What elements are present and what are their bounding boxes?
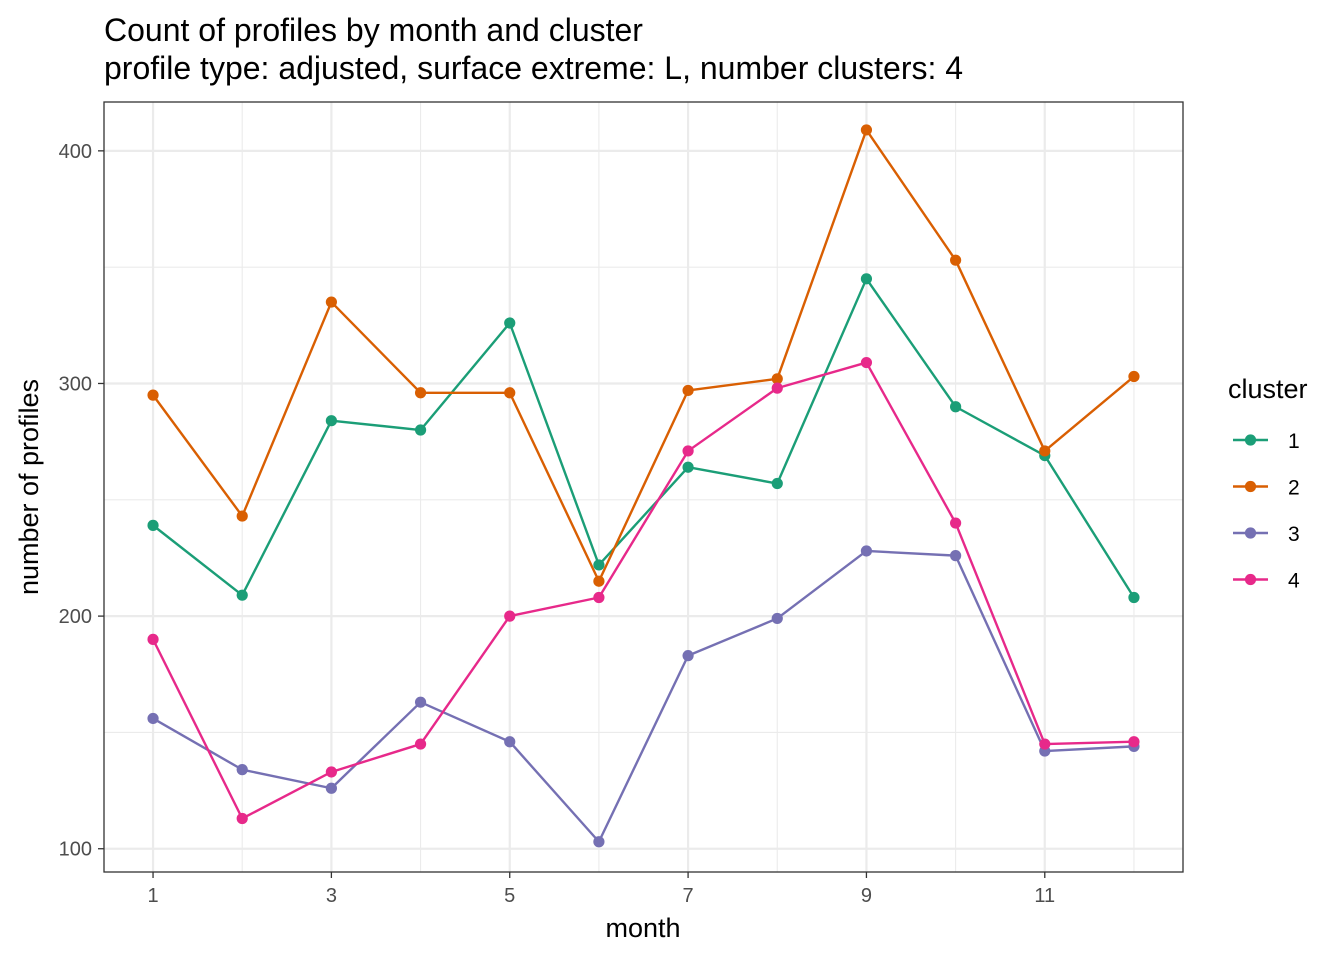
data-point	[236, 812, 248, 825]
data-point	[682, 461, 694, 473]
series-1	[147, 273, 1140, 604]
series-layer	[147, 124, 1140, 848]
y-tick-label: 100	[59, 839, 92, 861]
series-4	[147, 356, 1140, 825]
data-point	[414, 387, 427, 399]
data-point	[1128, 736, 1140, 748]
data-point	[236, 510, 248, 522]
y-tick-label: 400	[59, 141, 92, 163]
data-point	[414, 738, 427, 750]
data-point	[504, 317, 516, 329]
legend-item-2: 2	[1233, 477, 1300, 500]
data-point	[771, 382, 783, 394]
data-point	[236, 589, 248, 601]
chart-subtitle: profile type: adjusted, surface extreme:…	[104, 50, 963, 86]
data-point	[1039, 738, 1051, 750]
data-point	[593, 591, 605, 604]
data-point	[593, 575, 605, 587]
data-point	[147, 389, 159, 401]
legend-item-1: 1	[1233, 430, 1300, 453]
legend-key-point	[1244, 573, 1257, 586]
legend-key-point	[1244, 434, 1257, 446]
data-point	[860, 356, 873, 369]
legend-item-4: 4	[1233, 570, 1300, 593]
data-point	[682, 445, 694, 457]
data-point	[414, 696, 427, 708]
x-tick-label: 3	[326, 885, 337, 907]
legend-title: cluster	[1228, 374, 1308, 404]
y-tick-label: 300	[59, 373, 92, 395]
data-point	[860, 124, 873, 136]
chart-title: Count of profiles by month and cluster	[104, 12, 643, 48]
x-tick-label: 9	[861, 885, 872, 907]
data-point	[504, 387, 516, 399]
data-point	[860, 545, 873, 557]
data-point	[147, 633, 159, 645]
y-axis-title: number of profiles	[14, 379, 44, 595]
axes: 1 3 5 7 9 11 100 200 300 400	[59, 141, 1056, 907]
data-point	[682, 384, 694, 397]
x-tick-label: 11	[1034, 885, 1055, 907]
data-point	[860, 273, 873, 285]
y-tick-label: 200	[59, 606, 92, 628]
legend-item-3: 3	[1233, 523, 1300, 546]
legend-key-point	[1244, 527, 1257, 539]
data-point	[1039, 445, 1051, 457]
legend-key-point	[1244, 480, 1257, 493]
series-line-2	[152, 128, 1135, 583]
data-point	[771, 612, 783, 625]
series-2	[147, 124, 1140, 587]
data-point	[593, 836, 605, 848]
data-point	[950, 254, 962, 266]
series-3	[147, 545, 1140, 848]
data-point	[325, 296, 337, 308]
data-point	[593, 559, 605, 571]
data-point	[1128, 591, 1140, 604]
data-point	[1128, 370, 1140, 383]
data-point	[325, 782, 337, 794]
data-point	[325, 415, 337, 427]
x-tick-label: 7	[683, 885, 694, 907]
x-tick-label: 1	[147, 885, 158, 907]
data-point	[147, 519, 159, 531]
data-point	[325, 766, 337, 778]
data-point	[950, 401, 962, 413]
legend: cluster 1 2 3 4	[1228, 374, 1308, 593]
x-axis-title: month	[605, 913, 680, 943]
data-point	[950, 517, 962, 529]
series-line-1	[152, 277, 1135, 599]
data-point	[504, 610, 516, 622]
plot-panel-border	[103, 101, 1184, 873]
series-line-4	[151, 361, 1134, 820]
data-point	[147, 712, 159, 725]
data-point	[771, 373, 783, 385]
data-point	[682, 650, 694, 662]
legend-items: 1 2 3 4	[1233, 430, 1300, 593]
data-point	[504, 736, 516, 748]
data-point	[950, 550, 962, 562]
legend-label: 4	[1288, 570, 1300, 593]
x-tick-label: 5	[504, 885, 515, 907]
series-line-3	[152, 549, 1135, 843]
data-point	[414, 424, 427, 436]
data-point	[236, 764, 248, 776]
legend-label: 1	[1288, 430, 1300, 453]
legend-label: 2	[1288, 477, 1300, 500]
data-point	[771, 477, 783, 490]
legend-label: 3	[1288, 523, 1300, 546]
